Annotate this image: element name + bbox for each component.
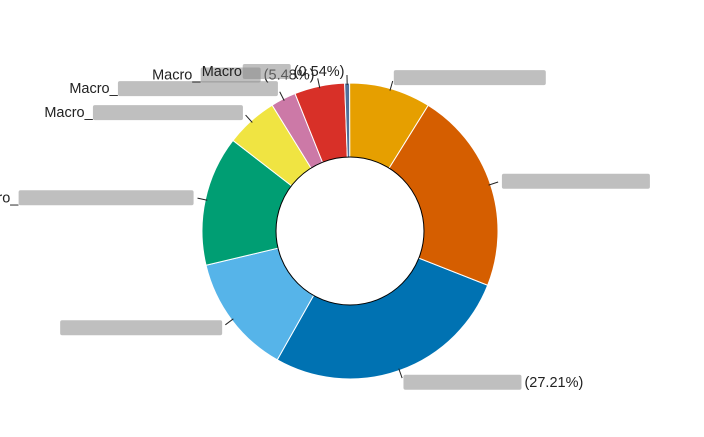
slice-label: (27.21%) [403,374,583,391]
slice-label [501,173,650,189]
redacted-label-text [501,173,650,189]
redacted-label-text [117,81,278,97]
slice-label: Macro_ [0,190,194,206]
slice-leader-line [488,181,499,186]
slice-leader-line [317,78,321,89]
slice-leader-line [279,91,285,101]
slice-leader-line [225,318,234,326]
redacted-label-text [18,190,194,206]
slice-leader-line [197,197,208,201]
slice-label-text: Macro_ [44,105,93,121]
slice-label: Macro_ [69,81,278,97]
slice-leader-line [398,368,403,379]
labels-group: (27.21%)Macro_Macro_Macro_Macro_(5.48%)M… [0,64,650,391]
slice-label: Macro (0.54%) [202,64,345,80]
slice-label-text: Macro [202,64,242,80]
redacted-label-text [393,70,546,86]
redacted-label-text [92,105,243,121]
redacted-label-text [403,374,522,390]
donut-hole [275,156,425,306]
slice-label-text: Macro_ [0,190,19,206]
slice-label: Macro_ [44,105,243,121]
slice-label-text: (27.21%) [524,375,583,391]
slice-label-text: (0.54%) [294,64,345,80]
redacted-label-text [60,320,223,336]
slice-leader-line [389,80,394,91]
slice-label [60,320,223,336]
slice-label-text: Macro_ [152,67,201,83]
slice-label-text: Macro_ [69,81,118,97]
slice-label [393,70,546,86]
slice-leader-line [245,114,253,123]
redacted-label-text [242,64,291,80]
